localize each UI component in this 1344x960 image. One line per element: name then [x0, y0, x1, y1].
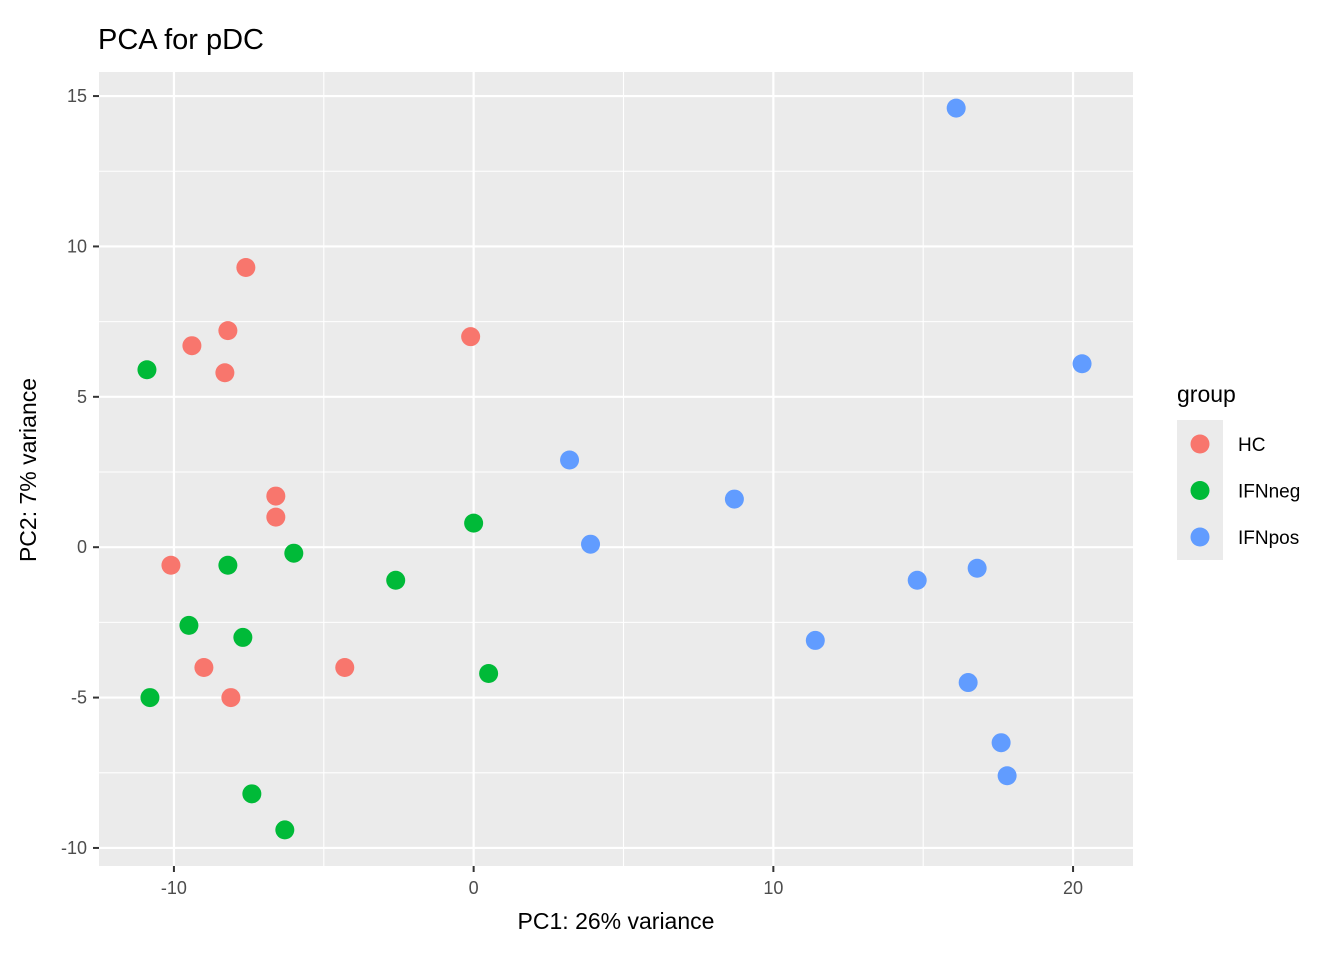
y-tick-label: 0 — [77, 537, 87, 557]
point-ifnpos — [907, 570, 927, 590]
legend-label-hc: HC — [1238, 435, 1265, 456]
chart-title: PCA for pDC — [98, 24, 264, 56]
point-ifnpos — [997, 766, 1017, 786]
y-tick-label: 5 — [77, 387, 87, 407]
point-ifnneg — [242, 784, 262, 804]
point-ifnneg — [479, 664, 499, 684]
point-ifnpos — [581, 534, 601, 554]
point-hc — [215, 363, 235, 383]
y-tick-label: 15 — [67, 86, 87, 106]
point-hc — [266, 486, 286, 506]
point-hc — [461, 327, 481, 347]
legend-key-ifnpos — [1190, 527, 1210, 547]
y-axis: -10 -5 0 5 10 15 — [61, 86, 99, 858]
point-ifnneg — [464, 513, 484, 533]
point-hc — [236, 257, 256, 277]
point-ifnneg — [179, 615, 199, 635]
legend-key-ifnneg — [1190, 481, 1210, 500]
point-hc — [182, 336, 202, 356]
x-tick-label: 0 — [469, 878, 479, 898]
legend-label-ifnpos: IFNpos — [1238, 528, 1299, 549]
point-ifnneg — [140, 688, 160, 708]
x-tick-label: -10 — [161, 878, 187, 898]
point-ifnneg — [233, 627, 253, 647]
point-hc — [221, 688, 241, 708]
point-hc — [335, 658, 355, 677]
point-ifnpos — [560, 450, 580, 470]
plot-panel — [99, 72, 1133, 866]
point-ifnpos — [805, 630, 825, 650]
point-hc — [218, 321, 238, 341]
legend-key-hc — [1190, 434, 1210, 454]
x-tick-label: 10 — [763, 878, 783, 898]
y-tick-label: -5 — [71, 688, 87, 708]
minor-gridlines — [99, 72, 1133, 866]
y-tick-label: -10 — [61, 838, 87, 858]
point-ifnpos — [958, 673, 978, 693]
x-axis-title: PC1: 26% variance — [518, 908, 715, 934]
legend: group HC IFNneg IFNpos — [1177, 381, 1300, 560]
point-hc — [266, 507, 286, 527]
y-tick-label: 10 — [67, 236, 87, 256]
point-ifnneg — [386, 570, 406, 590]
major-gridlines — [99, 72, 1133, 866]
x-axis: -10 0 10 20 — [161, 866, 1083, 898]
point-ifnpos — [967, 558, 987, 578]
legend-title: group — [1177, 381, 1236, 407]
point-ifnpos — [991, 733, 1011, 753]
point-ifnneg — [137, 360, 157, 380]
point-hc — [194, 658, 214, 677]
data-points — [137, 98, 1092, 840]
point-ifnneg — [284, 543, 304, 563]
legend-label-ifnneg: IFNneg — [1238, 482, 1300, 503]
point-hc — [161, 555, 181, 575]
point-ifnpos — [946, 98, 966, 118]
point-ifnneg — [275, 820, 295, 840]
point-ifnneg — [218, 555, 238, 575]
point-ifnpos — [1072, 354, 1092, 374]
point-ifnpos — [724, 489, 744, 509]
y-axis-title: PC2: 7% variance — [15, 378, 41, 562]
x-tick-label: 20 — [1063, 878, 1083, 898]
